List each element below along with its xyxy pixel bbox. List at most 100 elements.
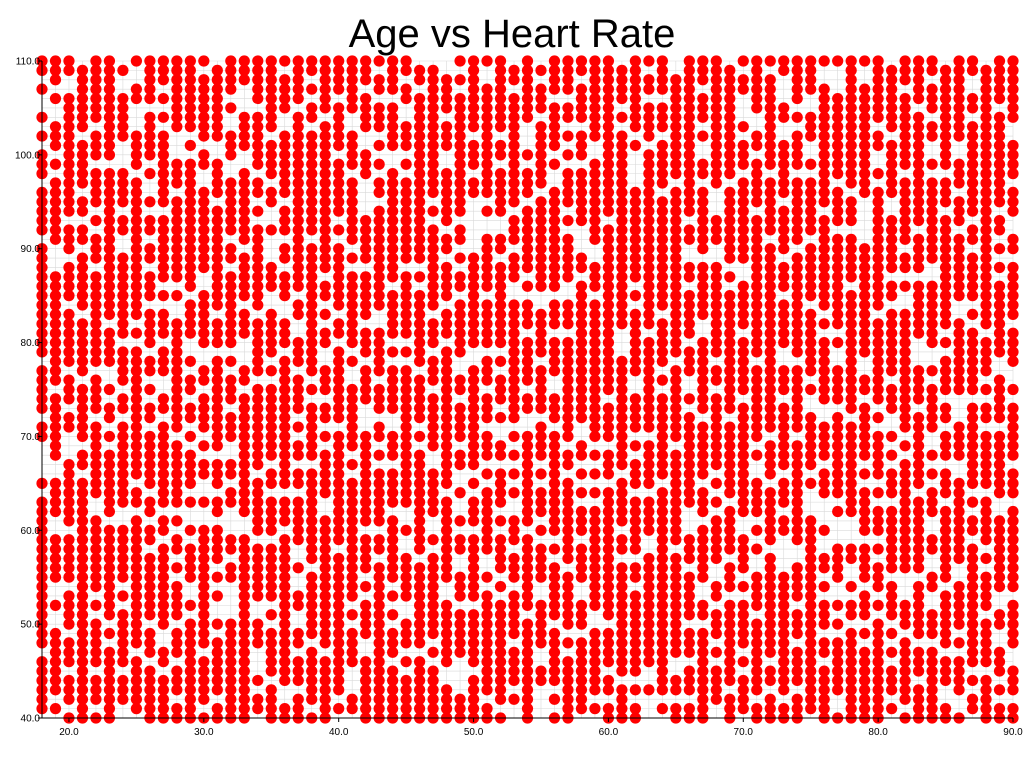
data-point bbox=[427, 158, 439, 170]
data-point bbox=[939, 562, 952, 574]
data-point bbox=[494, 627, 507, 640]
data-point bbox=[333, 205, 345, 217]
data-point bbox=[427, 571, 439, 583]
data-point bbox=[535, 449, 547, 461]
data-point bbox=[778, 477, 790, 489]
data-point bbox=[319, 487, 331, 499]
data-point bbox=[845, 336, 857, 349]
data-point bbox=[265, 571, 277, 583]
data-point bbox=[238, 308, 250, 321]
data-point bbox=[427, 252, 439, 264]
data-point bbox=[616, 590, 628, 602]
data-point bbox=[346, 487, 358, 499]
data-point bbox=[886, 111, 898, 123]
data-point bbox=[49, 421, 62, 433]
data-point bbox=[481, 684, 493, 696]
data-point bbox=[993, 562, 1006, 574]
data-point bbox=[467, 515, 480, 527]
data-point bbox=[737, 552, 749, 565]
data-point bbox=[440, 534, 453, 546]
data-point bbox=[198, 674, 210, 687]
data-point bbox=[252, 552, 264, 565]
data-point bbox=[697, 346, 709, 358]
data-point bbox=[211, 374, 223, 386]
data-point bbox=[535, 487, 547, 499]
data-point bbox=[184, 55, 196, 67]
data-point bbox=[184, 243, 196, 255]
data-point bbox=[724, 243, 736, 255]
data-point bbox=[764, 487, 776, 499]
data-point bbox=[238, 261, 250, 274]
data-point bbox=[387, 637, 399, 649]
data-point bbox=[171, 684, 183, 696]
data-point bbox=[939, 271, 952, 283]
data-point bbox=[319, 55, 331, 67]
data-point bbox=[980, 149, 992, 161]
data-point bbox=[63, 336, 75, 349]
data-point bbox=[279, 458, 291, 471]
data-point bbox=[184, 318, 196, 330]
data-point bbox=[467, 684, 480, 696]
data-point bbox=[346, 543, 358, 555]
data-point bbox=[980, 158, 992, 170]
data-point bbox=[953, 243, 965, 255]
data-point bbox=[292, 693, 304, 705]
data-point bbox=[872, 571, 884, 583]
data-point bbox=[939, 440, 952, 452]
data-point bbox=[710, 374, 722, 386]
data-point bbox=[130, 468, 142, 480]
data-point bbox=[939, 158, 952, 170]
data-point bbox=[980, 365, 992, 377]
data-point bbox=[373, 177, 385, 189]
data-point bbox=[184, 280, 196, 292]
data-point bbox=[751, 374, 763, 386]
data-point bbox=[157, 149, 169, 161]
data-point bbox=[764, 346, 776, 358]
data-point bbox=[670, 233, 682, 245]
data-point bbox=[656, 627, 668, 640]
data-point bbox=[872, 299, 884, 311]
data-point bbox=[346, 64, 358, 76]
data-point bbox=[49, 139, 62, 152]
data-point bbox=[144, 552, 156, 565]
data-point bbox=[306, 402, 318, 414]
data-point bbox=[63, 280, 75, 292]
data-point bbox=[144, 684, 156, 696]
data-point bbox=[980, 477, 992, 489]
data-point bbox=[845, 177, 857, 189]
data-point bbox=[76, 458, 89, 471]
data-point bbox=[939, 224, 952, 236]
data-point bbox=[993, 224, 1006, 236]
x-tick-label: 70.0 bbox=[734, 727, 754, 738]
data-point bbox=[90, 693, 102, 705]
data-point bbox=[697, 308, 709, 321]
data-point bbox=[778, 158, 790, 170]
data-point bbox=[373, 365, 385, 377]
data-point bbox=[103, 336, 116, 349]
data-point bbox=[953, 543, 965, 555]
data-point bbox=[211, 111, 223, 123]
data-point bbox=[306, 243, 318, 255]
data-point bbox=[265, 402, 277, 414]
data-point bbox=[764, 534, 776, 546]
data-point bbox=[562, 261, 574, 274]
data-point bbox=[724, 214, 736, 227]
data-point bbox=[980, 336, 992, 349]
data-point bbox=[198, 327, 210, 339]
data-point bbox=[791, 74, 803, 86]
data-point bbox=[90, 64, 102, 76]
data-point bbox=[440, 562, 453, 574]
data-point bbox=[966, 383, 979, 396]
data-point bbox=[616, 355, 628, 367]
data-point bbox=[913, 421, 925, 433]
data-point bbox=[117, 308, 129, 321]
data-point bbox=[238, 449, 250, 461]
data-point bbox=[643, 552, 655, 565]
data-point bbox=[157, 599, 169, 611]
data-point bbox=[710, 111, 722, 123]
data-point bbox=[939, 92, 952, 105]
data-point bbox=[589, 562, 601, 574]
data-point bbox=[643, 468, 655, 480]
data-point bbox=[872, 505, 884, 518]
data-point bbox=[171, 703, 183, 715]
